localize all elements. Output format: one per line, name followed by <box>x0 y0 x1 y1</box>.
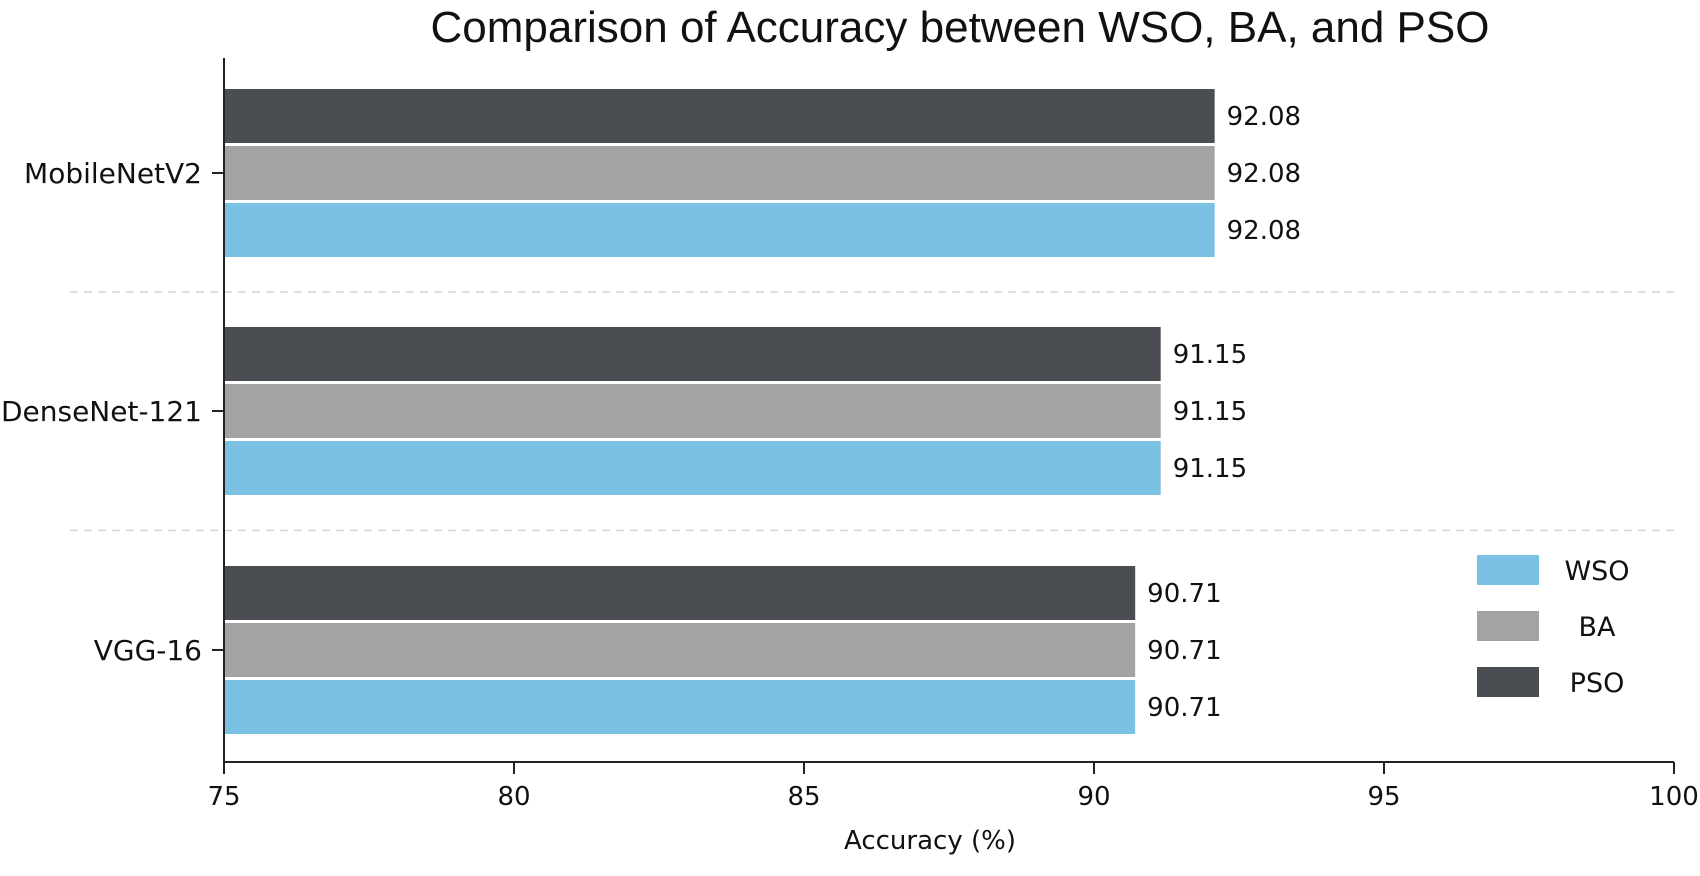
x-tick-label-75: 75 <box>207 782 240 812</box>
bar-densenet-121-pso <box>224 327 1161 381</box>
bar-mobilenetv2-pso <box>224 89 1215 143</box>
legend-label-wso: WSO <box>1564 556 1629 587</box>
bar-densenet-121-wso <box>224 441 1161 495</box>
bar-mobilenetv2-ba <box>224 146 1215 200</box>
x-tick-label-80: 80 <box>497 782 530 812</box>
legend-swatch-ba <box>1477 611 1539 641</box>
bars-group <box>224 89 1215 734</box>
data-label-densenet-121-ba: 91.15 <box>1173 397 1247 427</box>
x-tick-label-95: 95 <box>1367 782 1400 812</box>
data-labels-group: 92.08 92.08 92.08 91.15 91.15 91.15 90.71 90.71… <box>1147 102 1301 723</box>
data-label-vgg-16-ba: 90.71 <box>1147 636 1221 666</box>
legend: WSO BA PSO <box>1477 555 1630 699</box>
x-ticks-group: 75 80 85 90 95 100 <box>207 762 1699 812</box>
bar-vgg-16-ba <box>224 623 1136 677</box>
data-label-mobilenetv2-wso: 92.08 <box>1227 216 1301 246</box>
category-label-vgg-16: VGG-16 <box>94 634 202 667</box>
x-tick-label-100: 100 <box>1649 782 1699 812</box>
bar-vgg-16-pso <box>224 566 1136 620</box>
category-separators <box>70 291 1674 532</box>
data-label-densenet-121-pso: 91.15 <box>1173 340 1247 370</box>
data-label-vgg-16-pso: 90.71 <box>1147 579 1221 609</box>
category-label-mobilenetv2: MobileNetV2 <box>24 157 202 190</box>
category-label-densenet-121: DenseNet-121 <box>1 395 202 428</box>
data-label-vgg-16-wso: 90.71 <box>1147 693 1221 723</box>
x-tick-label-85: 85 <box>787 782 820 812</box>
legend-swatch-wso <box>1477 555 1539 585</box>
data-label-densenet-121-wso: 91.15 <box>1173 454 1247 484</box>
legend-label-ba: BA <box>1579 612 1617 643</box>
bar-mobilenetv2-wso <box>224 203 1215 257</box>
x-tick-label-90: 90 <box>1077 782 1110 812</box>
category-labels-group: MobileNetV2 DenseNet-121 VGG-16 <box>1 157 224 667</box>
x-axis-title: Accuracy (%) <box>844 826 1016 856</box>
legend-label-pso: PSO <box>1570 668 1625 699</box>
legend-swatch-pso <box>1477 667 1539 697</box>
chart-title: Comparison of Accuracy between WSO, BA, … <box>431 3 1490 52</box>
bar-densenet-121-ba <box>224 384 1161 438</box>
data-label-mobilenetv2-ba: 92.08 <box>1227 159 1301 189</box>
bar-vgg-16-wso <box>224 680 1136 734</box>
data-label-mobilenetv2-pso: 92.08 <box>1227 102 1301 132</box>
